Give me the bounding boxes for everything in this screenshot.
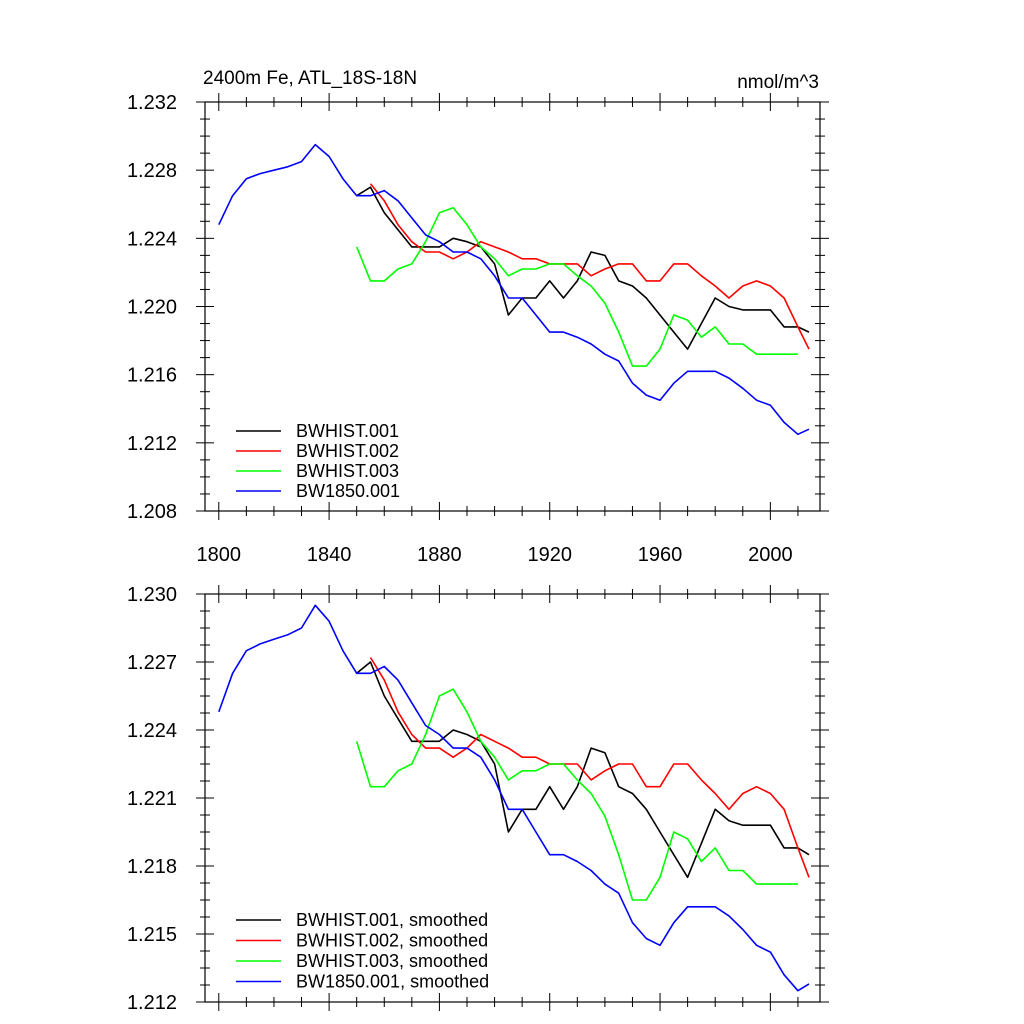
top-chart-y-tick-label: 1.216: [127, 365, 177, 387]
top-chart-x-tick-label: 1840: [307, 544, 352, 566]
top-series-line-bwhist-002: [369, 183, 810, 350]
bottom-chart-y-tick-label: 1.224: [127, 720, 177, 742]
top-chart-title: 2400m Fe, ATL_18S-18N: [203, 68, 417, 89]
top-chart-tick-labels: 1.208 1.212 1.216 1.220 1.224 1.228 1.232 1800 1…: [127, 92, 793, 566]
top-chart-y-tick-label: 1.208: [127, 501, 177, 523]
bottom-series-line-bw1850-001: [218, 604, 810, 992]
top-chart-ticks: [196, 93, 829, 520]
bottom-legend-label: BW1850.001, smoothed: [296, 972, 489, 992]
top-legend-label: BW1850.001: [296, 481, 400, 501]
top-chart-x-tick-label: 1800: [197, 544, 242, 566]
top-legend-label: BWHIST.003: [296, 461, 399, 481]
bottom-legend-label: BWHIST.001, smoothed: [296, 910, 488, 930]
top-chart-x-tick-label: 1920: [527, 544, 572, 566]
top-legend-label: BWHIST.002: [296, 441, 399, 461]
top-series-line-bwhist-001: [356, 186, 810, 350]
bottom-chart-panel: 1.212 1.215 1.218 1.221 1.224 1.227 1.230 BWHI…: [127, 584, 829, 1014]
top-chart-panel: 2400m Fe, ATL_18S-18N nmol/m^3 1.208 1.21…: [127, 68, 829, 566]
bottom-series-line-bwhist-001: [356, 661, 810, 879]
bottom-chart-y-tick-label: 1.218: [127, 856, 177, 878]
bottom-chart-y-tick-label: 1.227: [127, 652, 177, 674]
top-chart-x-tick-label: 1960: [638, 544, 683, 566]
top-chart-y-tick-label: 1.228: [127, 160, 177, 182]
top-chart-y-tick-label: 1.224: [127, 228, 177, 250]
top-chart-x-tick-label: 2000: [748, 544, 793, 566]
top-chart-series: [218, 143, 810, 436]
bottom-chart-y-tick-label: 1.212: [127, 992, 177, 1014]
top-series-line-bwhist-003: [355, 206, 798, 367]
bottom-legend-label: BWHIST.002, smoothed: [296, 931, 488, 951]
bottom-chart-y-tick-label: 1.221: [127, 788, 177, 810]
top-chart-units-label: nmol/m^3: [737, 72, 819, 93]
top-chart-y-tick-label: 1.232: [127, 92, 177, 114]
top-chart-frame: [204, 101, 821, 512]
bottom-legend-label: BWHIST.003, smoothed: [296, 951, 488, 971]
bottom-series-line-bwhist-003: [355, 688, 798, 901]
top-chart-x-tick-label: 1880: [417, 544, 462, 566]
top-chart-y-tick-label: 1.220: [127, 297, 177, 319]
top-legend-label: BWHIST.001: [296, 421, 399, 441]
top-chart-y-tick-label: 1.212: [127, 433, 177, 455]
top-series-line-bw1850-001: [218, 143, 810, 436]
bottom-chart-ticks: [196, 585, 829, 1011]
bottom-chart-y-tick-label: 1.230: [127, 584, 177, 606]
bottom-chart-tick-labels: 1.212 1.215 1.218 1.221 1.224 1.227 1.230: [127, 584, 177, 1014]
bottom-chart-series: [218, 604, 810, 992]
bottom-chart-frame: [204, 593, 821, 1003]
bottom-chart-y-tick-label: 1.215: [127, 924, 177, 946]
bottom-series-line-bwhist-002: [369, 657, 810, 878]
